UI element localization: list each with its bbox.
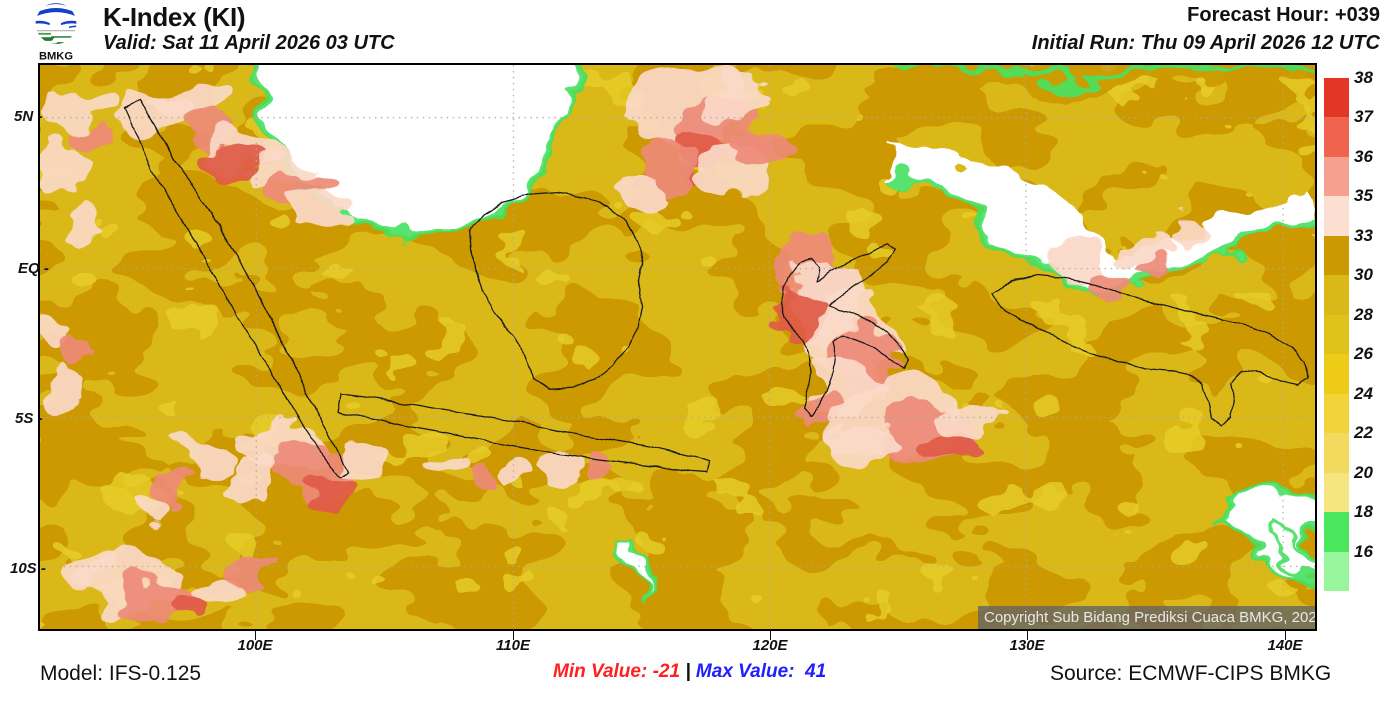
svg-text:BMKG: BMKG — [39, 51, 73, 62]
